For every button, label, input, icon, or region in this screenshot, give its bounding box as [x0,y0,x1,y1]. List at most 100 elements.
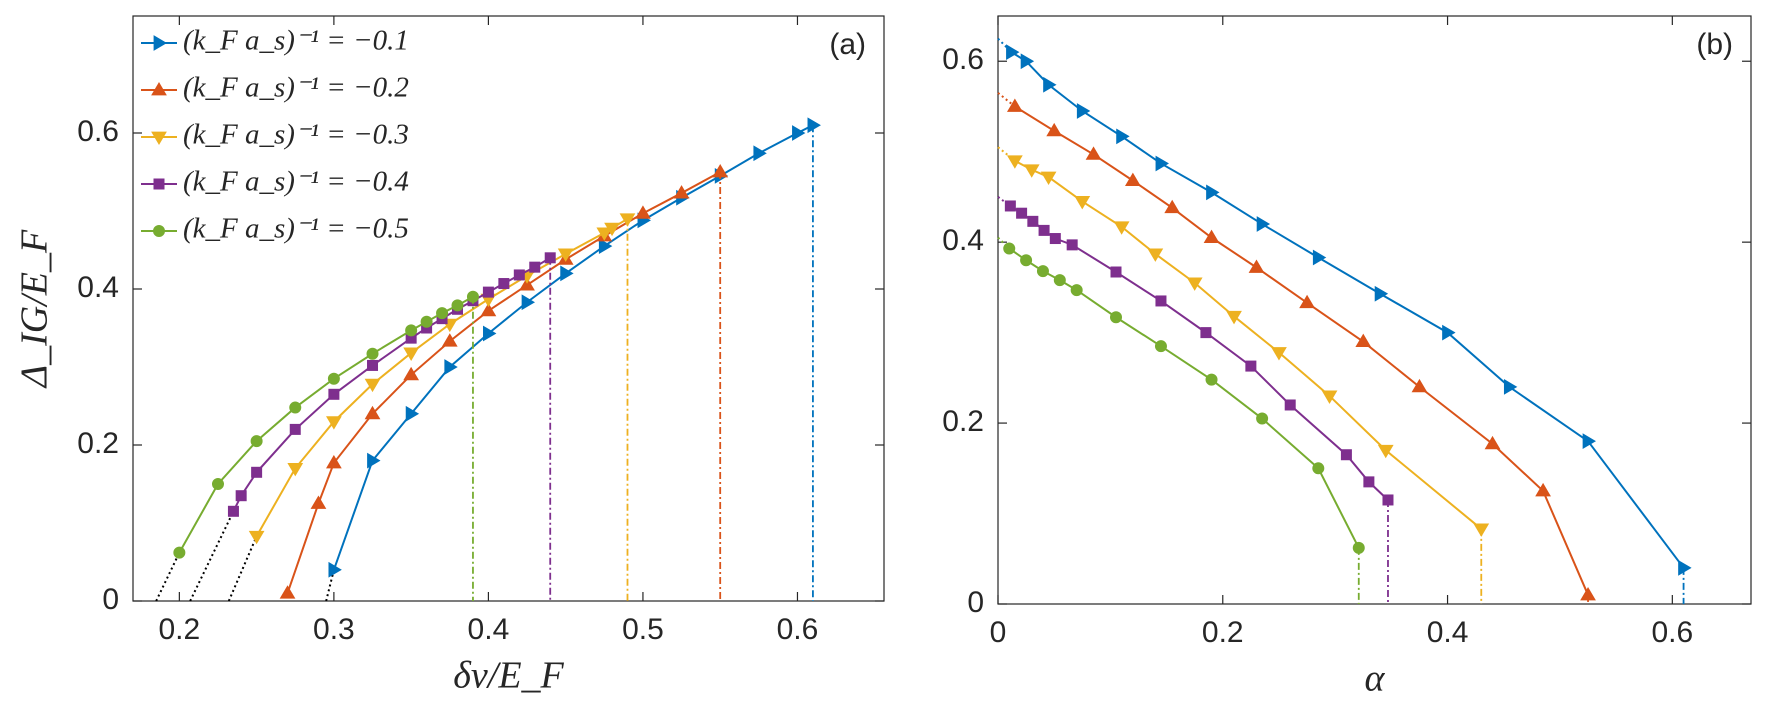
marker [1053,274,1066,287]
marker [1340,449,1352,461]
marker [1256,412,1269,425]
marker [1355,333,1372,348]
y-tick-label: 0.6 [942,43,984,76]
marker [604,222,620,237]
marker [1038,224,1050,236]
plot-frame [132,15,885,602]
marker [235,490,247,502]
marker [1027,215,1039,227]
marker [480,302,497,317]
marker [289,423,301,435]
marker [403,347,420,361]
legend-label: (k_F a_s)⁻¹ = −0.3 [183,119,409,151]
marker [364,378,381,393]
marker [1206,184,1220,201]
marker [1256,216,1271,232]
marker [211,478,224,490]
marker [1116,128,1130,145]
x-axis-label: δν/E_F [453,655,564,697]
marker [598,238,613,254]
marker [405,324,418,337]
marker [1164,199,1181,214]
x-tick-label: 0.4 [468,613,510,646]
marker [1382,494,1394,506]
x-tick-label: 0 [990,616,1007,649]
y-tick-label: 0.4 [942,224,984,257]
marker [366,347,379,360]
marker [673,185,690,199]
marker [1020,254,1033,267]
panel-label: (b) [1696,28,1733,61]
marker [328,561,342,578]
y-tick-label: 0.4 [77,271,119,304]
marker [1200,327,1212,339]
legend-label: (k_F a_s)⁻¹ = −0.5 [183,213,409,245]
marker [1284,399,1296,411]
marker [753,145,767,162]
marker [326,454,342,469]
marker [1473,523,1490,537]
marker [367,452,381,469]
marker [560,265,574,282]
marker [1036,265,1049,278]
series-line [1010,51,1685,569]
y-tick-label: 0.2 [942,405,984,438]
marker [251,466,263,478]
marker [619,213,636,227]
marker [248,530,265,545]
marker [1006,155,1023,169]
marker [328,388,340,400]
marker [513,269,525,281]
marker [498,278,510,290]
marker [521,294,536,311]
marker [420,315,433,328]
y-tick-label: 0 [102,583,119,616]
marker [1020,53,1035,70]
marker [441,333,458,347]
y-tick-label: 0 [967,586,984,619]
marker [1074,196,1091,210]
marker [310,495,327,509]
marker [529,261,541,273]
legend-marker [153,178,165,190]
marker [1023,164,1040,178]
marker [1484,435,1501,450]
x-tick-label: 0.2 [1202,616,1244,649]
y-axis-label: Δ_IG/E_F [14,229,56,389]
plot-frame [997,15,1752,605]
marker [1155,295,1167,307]
marker [1442,324,1456,341]
marker [405,405,420,422]
marker [1678,559,1692,576]
marker [1003,242,1016,255]
legend-marker [153,35,167,51]
marker [1110,266,1122,278]
marker [1154,340,1167,353]
extrapolation-line [189,510,235,602]
legend-label: (k_F a_s)⁻¹ = −0.4 [183,166,409,198]
marker [1503,379,1518,395]
series-line [178,295,474,554]
marker [1535,482,1551,497]
marker [1205,373,1218,386]
marker [1271,347,1287,361]
marker [1245,360,1257,372]
legend-marker [151,131,167,145]
marker [1226,310,1242,325]
marker [1312,249,1327,266]
x-axis-label: α [1365,658,1386,700]
marker [1248,259,1265,273]
marker [1066,239,1078,251]
marker [1374,285,1389,302]
marker [1006,98,1023,112]
x-tick-label: 0.3 [313,613,355,646]
marker [1016,207,1028,219]
marker [635,205,651,219]
legend-label: (k_F a_s)⁻¹ = −0.1 [183,25,409,57]
marker [436,307,449,320]
marker [444,359,458,375]
x-tick-label: 0.6 [1651,616,1693,649]
marker [1582,433,1597,450]
marker [289,401,302,414]
